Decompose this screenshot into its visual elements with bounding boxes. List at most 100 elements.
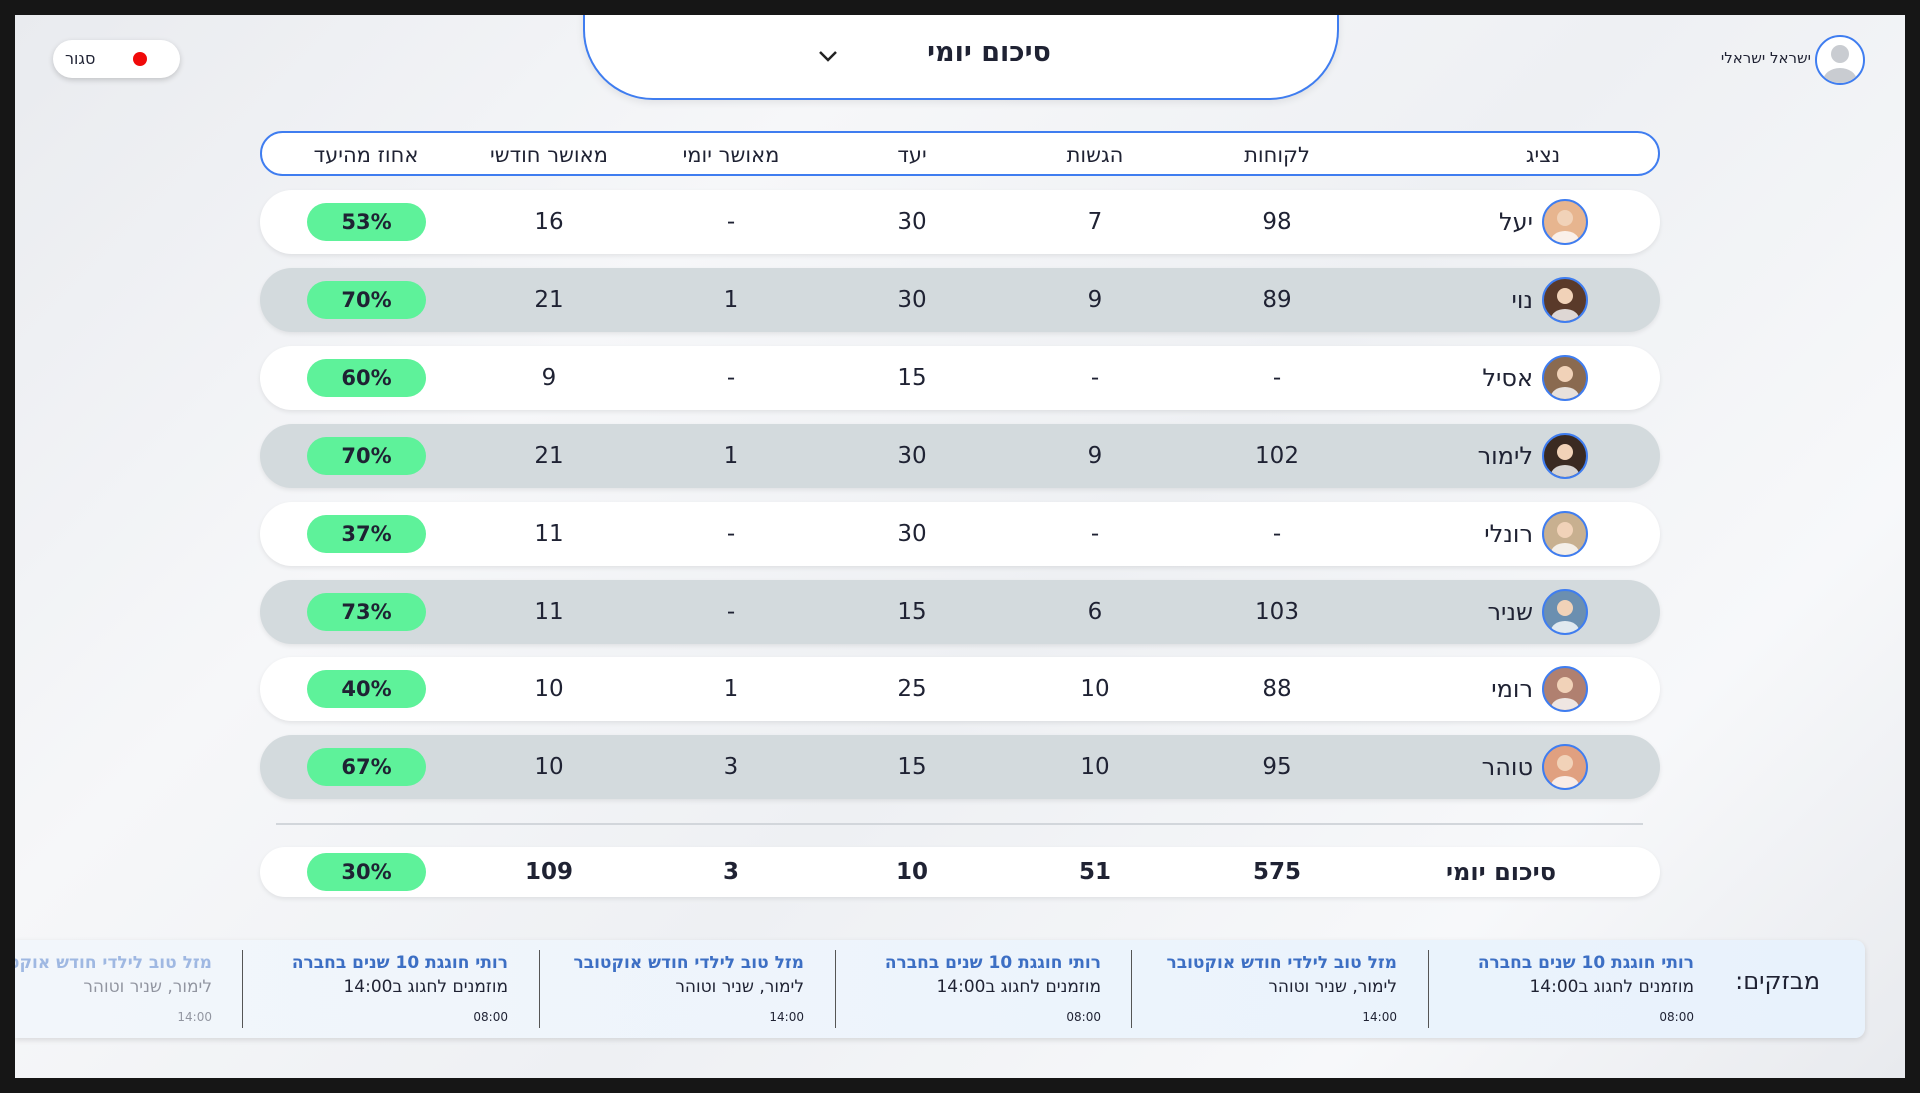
agent-name: לימור bbox=[1477, 441, 1533, 470]
agent-avatar bbox=[1542, 432, 1588, 479]
table-cell: - bbox=[1272, 520, 1282, 547]
agent-name: רונלי bbox=[1484, 519, 1533, 548]
ticker-time: 14:00 bbox=[177, 1010, 212, 1024]
close-label[interactable]: סגור bbox=[65, 49, 96, 68]
table-cell: 21 bbox=[534, 286, 564, 313]
table-row[interactable] bbox=[260, 345, 1660, 410]
ticker-text: לימור, שניר וטוהר bbox=[675, 977, 804, 997]
table-cell: 11 bbox=[534, 598, 564, 625]
table-cell: 10 bbox=[1080, 754, 1110, 781]
ticker-title: מזל טוב לילדי חודש אוקטובר bbox=[573, 953, 804, 973]
agent-avatar bbox=[1542, 744, 1588, 791]
table-cell: 30 bbox=[897, 286, 927, 313]
table-cell: - bbox=[726, 520, 736, 547]
table-row[interactable] bbox=[260, 579, 1660, 644]
view-title[interactable]: סיכום יומי bbox=[927, 37, 1051, 68]
table-cell: - bbox=[1090, 520, 1100, 547]
percent-badge: 30% bbox=[307, 853, 426, 891]
table-cell: 109 bbox=[524, 859, 574, 885]
agent-avatar bbox=[1542, 588, 1588, 635]
table-cell: 103 bbox=[1255, 598, 1299, 625]
table-cell: 16 bbox=[534, 209, 564, 235]
column-header: מאושר יומי bbox=[682, 143, 780, 167]
agent-name: שניר bbox=[1487, 597, 1533, 626]
agent-avatar bbox=[1542, 666, 1588, 713]
ticker-time: 08:00 bbox=[473, 1010, 508, 1024]
column-header: יעד bbox=[897, 143, 927, 167]
table-row[interactable] bbox=[260, 267, 1660, 332]
table-cell: 30 bbox=[897, 520, 927, 547]
summary-label: סיכום יומי bbox=[1445, 858, 1556, 886]
percent-badge: 73% bbox=[307, 592, 426, 631]
agent-name: טוהר bbox=[1481, 753, 1533, 782]
summary-row bbox=[260, 847, 1660, 897]
percent-badge: 53% bbox=[307, 203, 426, 241]
table-row[interactable] bbox=[260, 501, 1660, 566]
table-cell: 102 bbox=[1255, 442, 1299, 469]
ticker bbox=[15, 940, 1865, 1038]
screen: סיכום יומי סגור ישראל ישראלי מבזקים: נצי… bbox=[15, 15, 1905, 1078]
table-row[interactable] bbox=[260, 657, 1660, 722]
table-row[interactable] bbox=[260, 735, 1660, 800]
table-row[interactable] bbox=[260, 190, 1660, 254]
table-cell: 11 bbox=[534, 520, 564, 547]
table-cell: 89 bbox=[1262, 286, 1292, 313]
table-cell: 15 bbox=[897, 364, 927, 391]
ticker-time: 14:00 bbox=[1362, 1010, 1397, 1024]
ticker-separator bbox=[835, 950, 836, 1028]
column-header: הגשות bbox=[1066, 143, 1124, 167]
close-button[interactable]: סגור bbox=[53, 40, 180, 78]
percent-badge: 60% bbox=[307, 358, 426, 397]
agent-avatar bbox=[1542, 354, 1588, 401]
percent-badge: 40% bbox=[307, 670, 426, 709]
table-cell: 10 bbox=[1080, 676, 1110, 703]
table-cell: 1 bbox=[723, 442, 739, 469]
user-avatar[interactable] bbox=[1815, 35, 1865, 85]
title-tab[interactable] bbox=[583, 15, 1339, 100]
table-cell: 25 bbox=[897, 676, 927, 703]
agent-avatar bbox=[1542, 276, 1588, 323]
divider bbox=[276, 823, 1643, 825]
percent-badge: 37% bbox=[307, 514, 426, 553]
table-cell: 9 bbox=[1087, 442, 1103, 469]
ticker-title: מזל טוב לילדי חודש אוקטובר bbox=[15, 953, 212, 973]
table-cell: 1 bbox=[723, 286, 739, 313]
ticker-separator bbox=[242, 950, 243, 1028]
column-header: נציג bbox=[1525, 143, 1561, 167]
table-cell: 9 bbox=[541, 364, 557, 391]
dropdown-chevron[interactable] bbox=[816, 46, 840, 66]
percent-badge: 70% bbox=[307, 436, 426, 475]
agent-name: רומי bbox=[1491, 675, 1533, 704]
table-row[interactable] bbox=[260, 423, 1660, 488]
table-cell: 3 bbox=[723, 754, 739, 781]
ticker-time: 14:00 bbox=[769, 1010, 804, 1024]
table-cell: 88 bbox=[1262, 676, 1292, 703]
table-cell: - bbox=[726, 209, 736, 235]
table-cell: 575 bbox=[1252, 859, 1302, 885]
ticker-text: לימור, שניר וטוהר bbox=[83, 977, 212, 997]
ticker-title: רותי חוגגת 10 שנים בחברה bbox=[1477, 953, 1694, 973]
ticker-text: מוזמנים לחגוג ב14:00 bbox=[343, 977, 508, 997]
ticker-title: מזל טוב לילדי חודש אוקטובר bbox=[1166, 953, 1397, 973]
table-cell: 51 bbox=[1078, 859, 1112, 885]
table-cell: 10 bbox=[895, 859, 929, 885]
percent-badge: 70% bbox=[307, 280, 426, 319]
ticker-text: לימור, שניר וטוהר bbox=[1268, 977, 1397, 997]
agent-avatar bbox=[1542, 199, 1588, 245]
table-header bbox=[260, 131, 1660, 176]
table-cell: 15 bbox=[897, 754, 927, 781]
ticker-time: 08:00 bbox=[1066, 1010, 1101, 1024]
column-header: אחוז מהיעד bbox=[313, 143, 419, 167]
table-cell: 10 bbox=[534, 676, 564, 703]
agent-name: נוי bbox=[1511, 285, 1533, 314]
table-cell: 98 bbox=[1262, 209, 1292, 235]
ticker-separator bbox=[539, 950, 540, 1028]
table-cell: 21 bbox=[534, 442, 564, 469]
table-cell: 30 bbox=[897, 209, 927, 235]
column-header: מאושר חודשי bbox=[490, 143, 608, 167]
ticker-text: מוזמנים לחגוג ב14:00 bbox=[1529, 977, 1694, 997]
table-cell: 9 bbox=[1087, 286, 1103, 313]
ticker-label: מבזקים: bbox=[1735, 967, 1820, 995]
ticker-separator bbox=[1428, 950, 1429, 1028]
